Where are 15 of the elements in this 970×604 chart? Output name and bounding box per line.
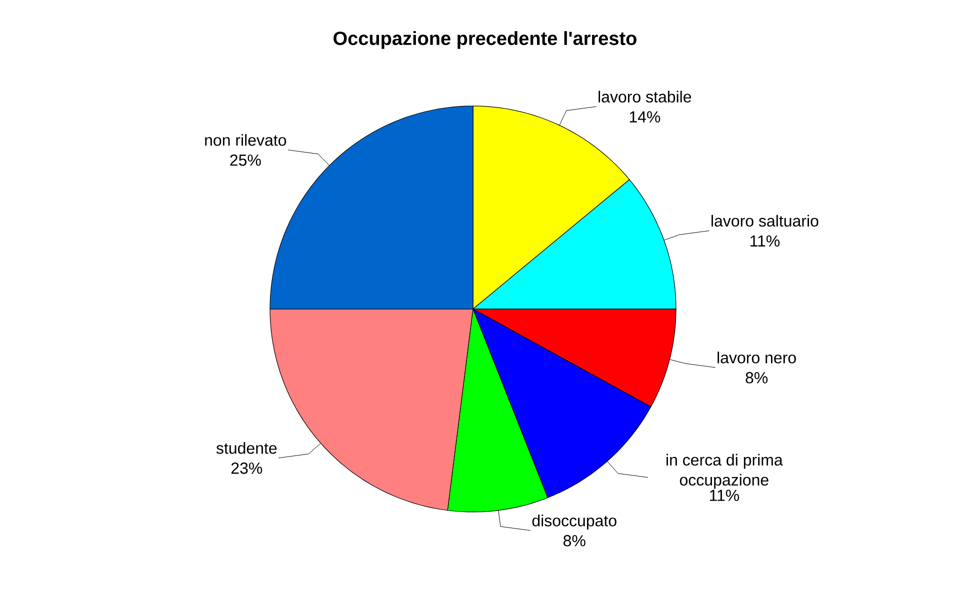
slice-label: studente [216,442,277,454]
data-label: 11% [710,490,740,501]
slice-label: non rilevato [205,134,286,146]
slice-label: lavoro nero [718,352,796,364]
data-label: 8% [564,535,586,546]
slice-label: lavoro stabile [598,90,692,103]
slice-label: lavoro saltuario [712,214,818,227]
data-label: 11% [750,235,780,247]
data-label: 25% [230,154,261,166]
slice-label: disoccupato [532,514,616,530]
chart-title: Occupazione precedente l'arresto [334,31,636,49]
data-label: 23% [231,462,262,474]
data-label: 14% [630,111,660,122]
data-label: 8% [746,372,768,384]
slice-label: in cerca di prima occupazione [666,454,783,489]
